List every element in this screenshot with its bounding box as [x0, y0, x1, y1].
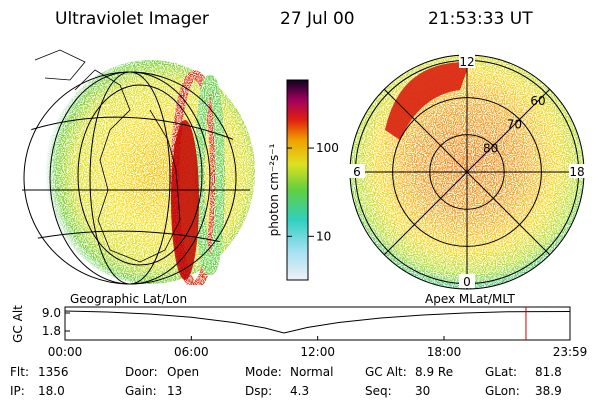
info-label: Flt:	[10, 365, 29, 379]
right-caption: Apex MLat/MLT	[425, 292, 515, 306]
info-label: Seq:	[365, 384, 392, 398]
info-label: GC Alt:	[365, 365, 407, 379]
left-caption: Geographic Lat/Lon	[70, 292, 187, 306]
x-tick-label: 18:00	[427, 345, 462, 359]
colorbar-tick-label: 100	[316, 141, 339, 155]
colorbar-label: photon cm⁻²s⁻¹	[267, 143, 281, 236]
info-label: Gain:	[125, 384, 157, 398]
x-tick-label: 23:59	[553, 345, 588, 359]
geographic-image	[22, 49, 255, 290]
mlt-label: 6	[353, 165, 361, 179]
mlt-label: 12	[459, 55, 474, 69]
time: 21:53:33 UT	[428, 9, 533, 29]
mlt-label-bg	[349, 164, 365, 178]
mlt-line	[383, 88, 468, 173]
instrument: Ultraviolet Imager	[55, 9, 209, 29]
info-value: 4.3	[290, 384, 309, 398]
lat-ring-label: 70	[507, 118, 522, 132]
info-value: 38.9	[535, 384, 562, 398]
info-label: Mode:	[245, 365, 282, 379]
y-tick-label: 1.8	[42, 324, 61, 338]
mlt-label-bg	[459, 274, 475, 288]
y-tick-label: 9.0	[42, 306, 61, 320]
colorbar-tick-label: 10	[316, 229, 331, 243]
lat-ring-label: 80	[483, 141, 498, 155]
info-label: IP:	[10, 384, 25, 398]
x-tick-label: 12:00	[300, 345, 335, 359]
altitude-line	[64, 310, 571, 334]
orbit-y-label: GC Alt	[11, 305, 25, 343]
info-label: Dsp:	[245, 384, 272, 398]
colorbar	[286, 79, 309, 281]
magnetic-image	[349, 54, 585, 290]
info-value: 81.8	[535, 365, 562, 379]
mlt-label: 18	[569, 165, 584, 179]
info-value: 18.0	[38, 384, 65, 398]
info-value: Normal	[290, 365, 333, 379]
info-label: GLat:	[485, 365, 517, 379]
mlt-line	[383, 171, 468, 256]
mlt-label-bg	[569, 164, 585, 178]
mlt-line	[466, 171, 551, 256]
info-label: GLon:	[485, 384, 520, 398]
date: 27 Jul 00	[280, 9, 355, 29]
x-tick-label: 06:00	[174, 345, 209, 359]
x-tick-label: 00:00	[48, 345, 83, 359]
info-value: 8.9 Re	[415, 365, 453, 379]
info-value: 1356	[38, 365, 69, 379]
mlt-label: 0	[463, 275, 471, 289]
mlt-label-bg	[459, 54, 475, 68]
info-value: 30	[415, 384, 430, 398]
info-value: Open	[167, 365, 199, 379]
mlt-line	[466, 88, 551, 173]
info-value: 13	[167, 384, 182, 398]
lat-ring-label: 60	[530, 94, 545, 108]
info-label: Door:	[125, 365, 158, 379]
